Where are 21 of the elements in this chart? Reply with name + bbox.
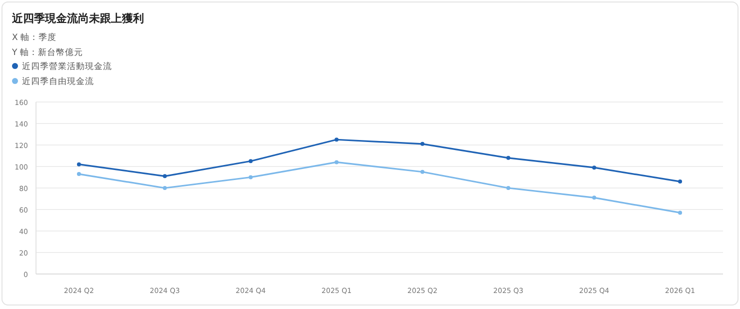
point bbox=[592, 196, 596, 200]
legend-label: 近四季營業活動現金流 bbox=[22, 61, 112, 72]
point bbox=[678, 210, 682, 215]
text: X 軸：季度 bbox=[12, 32, 57, 43]
point bbox=[76, 172, 81, 176]
point bbox=[506, 156, 510, 160]
point bbox=[162, 186, 167, 190]
text: Y 軸：新台幣億元 bbox=[11, 47, 83, 58]
point bbox=[162, 174, 167, 178]
point bbox=[334, 160, 339, 164]
point bbox=[76, 162, 81, 166]
point bbox=[334, 138, 339, 142]
point bbox=[248, 159, 253, 164]
chart-title: 近四季現金流尚未跟上獲利 bbox=[11, 12, 144, 25]
point bbox=[592, 166, 596, 170]
point bbox=[506, 186, 510, 190]
point bbox=[678, 180, 682, 184]
point bbox=[420, 170, 424, 174]
legend-label: 近四季自由現金流 bbox=[22, 76, 94, 87]
point bbox=[420, 142, 424, 146]
point bbox=[248, 175, 253, 180]
